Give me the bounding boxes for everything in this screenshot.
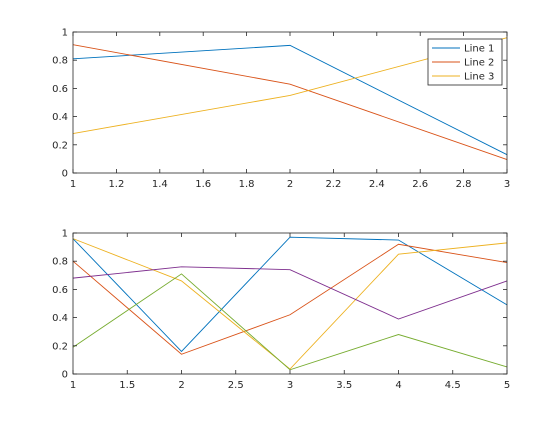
x-tick-label: 1 xyxy=(70,179,76,190)
x-tick-label: 2 xyxy=(287,179,293,190)
x-tick-label: 1.2 xyxy=(108,179,124,190)
legend-label: Line 3 xyxy=(464,72,494,83)
series-line-2-5 xyxy=(72,273,508,371)
y-tick-label: 1 xyxy=(62,28,68,39)
series-line-2-2 xyxy=(72,243,508,355)
y-tick-label: 0.6 xyxy=(52,285,68,296)
legend-label: Line 1 xyxy=(464,44,494,55)
y-tick-label: 0.8 xyxy=(52,56,68,67)
legend: Line 1 Line 2 Line 3 xyxy=(427,38,503,86)
legend-label: Line 2 xyxy=(464,58,494,69)
x-tick-label: 5 xyxy=(504,380,510,391)
x-tick-label: 3.5 xyxy=(336,380,352,391)
x-tick-label: 2.2 xyxy=(325,179,341,190)
x-tick-label: 3 xyxy=(287,380,293,391)
y-tick-label: 0.2 xyxy=(52,140,68,151)
x-tick-label: 1.4 xyxy=(152,179,168,190)
x-tick-label: 4 xyxy=(395,380,401,391)
series-line-2-4 xyxy=(72,266,508,320)
x-tick-label: 1.6 xyxy=(195,179,211,190)
x-tick-label: 2.8 xyxy=(456,179,472,190)
x-tick-label: 4.5 xyxy=(445,380,461,391)
x-tick-label: 2.6 xyxy=(412,179,428,190)
series-line-2-1 xyxy=(72,236,508,353)
series-line-1-1 xyxy=(72,44,508,156)
x-tick-label: 2.5 xyxy=(228,380,244,391)
y-tick-label: 0.6 xyxy=(52,84,68,95)
x-tick-label: 1 xyxy=(70,380,76,391)
y-tick-label: 0.2 xyxy=(52,341,68,352)
x-tick-label: 2.4 xyxy=(369,179,385,190)
series-line-2-3 xyxy=(72,238,508,370)
x-tick-label: 3 xyxy=(504,179,510,190)
y-tick-label: 0.8 xyxy=(52,257,68,268)
y-tick-label: 0.4 xyxy=(52,112,68,123)
subplot-2: 1 1.5 2 2.5 3 3.5 4 4.5 5 0 0.2 0.4 0.6 0.8 1 xyxy=(52,229,510,392)
series-line-1-2 xyxy=(72,44,508,161)
y-tick-label: 1 xyxy=(62,229,68,240)
y-tick-label: 0.4 xyxy=(52,313,68,324)
x-tick-label: 1.8 xyxy=(239,179,255,190)
x-tick-label: 1.5 xyxy=(119,380,135,391)
subplot-1: 1 1.2 1.4 1.6 1.8 2 2.2 2.4 2.6 2.8 3 0 0.2 0.4 0.6 0.8… xyxy=(52,28,510,191)
y-tick-label: 0 xyxy=(62,370,68,381)
x-tick-label: 2 xyxy=(178,380,184,391)
y-tick-label: 0 xyxy=(62,169,68,180)
